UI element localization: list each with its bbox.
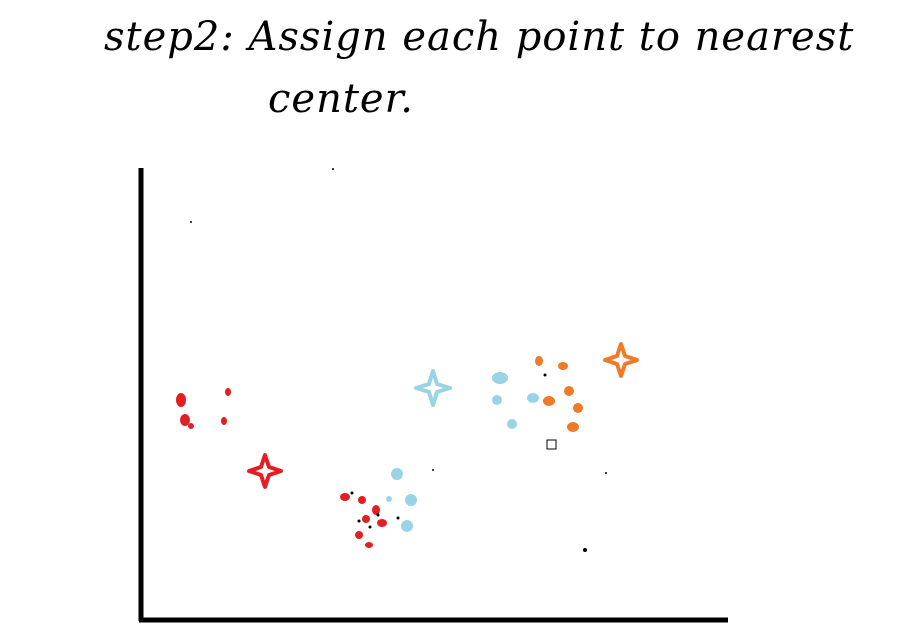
red-point [365, 542, 373, 548]
stray-dot [332, 168, 334, 170]
step-title-line-1: step2: Assign each point to nearest [104, 14, 855, 60]
red-point [372, 505, 380, 515]
blue-point [391, 468, 403, 480]
black-specks [350, 491, 400, 529]
blue-point [527, 393, 539, 403]
black-speck [396, 516, 400, 520]
blue-point [492, 395, 502, 405]
black-speck [350, 491, 354, 495]
red-point [180, 414, 190, 426]
blue-cluster-bottom [386, 468, 417, 532]
stray-dot [605, 472, 607, 474]
red-cluster-bottom [340, 493, 387, 548]
red-point [355, 531, 363, 539]
blue-point [401, 520, 413, 532]
red-center-star [247, 453, 283, 489]
step-title-line-2: center. [268, 76, 415, 122]
red-point [188, 423, 194, 429]
orange-point [567, 422, 579, 432]
red-point [225, 388, 231, 396]
stray-dot [432, 469, 434, 471]
blue-point [492, 372, 508, 384]
stray-dot [190, 221, 192, 223]
blue-cluster-right [492, 372, 539, 429]
orange-point [573, 403, 583, 413]
red-point [358, 496, 366, 504]
red-point [377, 519, 387, 527]
orange-point [564, 386, 574, 396]
stray-square [546, 439, 557, 450]
blue-center-star [414, 369, 452, 407]
orange-center-star [603, 342, 639, 378]
blue-point [386, 496, 392, 502]
red-point [362, 515, 370, 523]
red-point [176, 393, 186, 407]
stray-dot [583, 548, 587, 552]
red-point [340, 493, 350, 501]
orange-point [543, 396, 555, 406]
black-speck [357, 519, 361, 523]
orange-cluster [535, 356, 583, 432]
red-cluster-left [176, 388, 231, 429]
blue-point [507, 419, 517, 429]
black-speck [368, 525, 372, 529]
red-point [221, 417, 227, 425]
black-speck [376, 513, 380, 517]
orange-point [558, 362, 568, 370]
black-speck [543, 373, 547, 377]
blue-point [405, 494, 417, 506]
orange-point [535, 356, 543, 366]
